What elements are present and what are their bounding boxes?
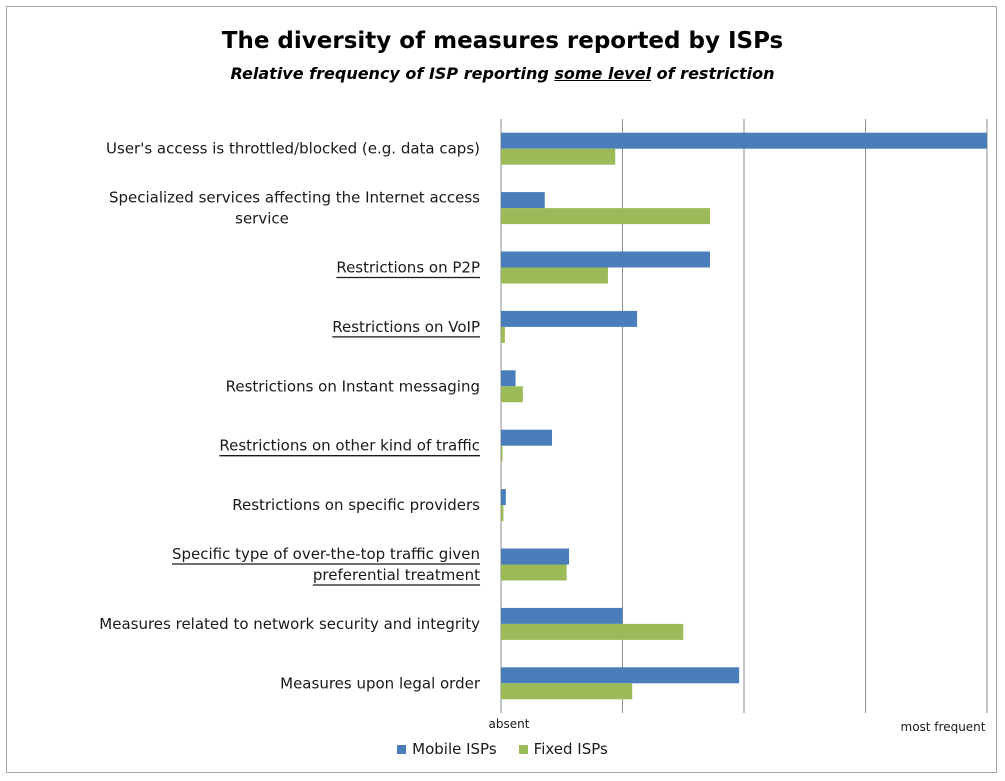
subtitle-part-2: of restriction bbox=[651, 64, 775, 83]
bar-mobile bbox=[501, 132, 987, 149]
bar-mobile bbox=[501, 548, 570, 565]
chart-title: The diversity of measures reported by IS… bbox=[221, 28, 784, 54]
subtitle-part-1: Relative frequency of ISP reporting bbox=[230, 64, 555, 83]
x-tick-label-max: most frequent bbox=[901, 720, 986, 734]
bar-mobile bbox=[501, 607, 623, 624]
chart-subtitle: Relative frequency of ISP reporting some… bbox=[0, 64, 1005, 83]
bar-mobile bbox=[501, 310, 638, 327]
category-label: preferential treatment bbox=[313, 566, 480, 584]
bar-fixed bbox=[501, 505, 504, 522]
category-labels: User's access is throttled/blocked (e.g.… bbox=[99, 140, 481, 693]
legend: Mobile ISPs Fixed ISPs bbox=[0, 740, 1005, 758]
bar-fixed bbox=[501, 623, 684, 640]
legend-item-mobile: Mobile ISPs bbox=[397, 740, 497, 758]
bars bbox=[501, 132, 987, 700]
bar-fixed bbox=[501, 386, 523, 403]
category-label: Restrictions on Instant messaging bbox=[226, 377, 480, 395]
bar-fixed bbox=[501, 564, 567, 581]
bar-mobile bbox=[501, 489, 506, 506]
category-label: User's access is throttled/blocked (e.g.… bbox=[106, 140, 480, 158]
category-label: Specialized services affecting the Inter… bbox=[109, 189, 480, 207]
bar-fixed bbox=[501, 683, 633, 700]
legend-label-fixed: Fixed ISPs bbox=[533, 740, 608, 758]
bar-fixed bbox=[501, 326, 505, 343]
bar-mobile bbox=[501, 192, 545, 209]
category-label: Measures related to network security and… bbox=[99, 615, 480, 633]
x-tick-label-min: absent bbox=[489, 717, 530, 731]
legend-label-mobile: Mobile ISPs bbox=[412, 740, 497, 758]
category-label: Restrictions on VoIP bbox=[332, 318, 480, 336]
category-label: Restrictions on other kind of traffic bbox=[219, 437, 480, 455]
bar-mobile bbox=[501, 429, 553, 446]
bar-mobile bbox=[501, 251, 710, 268]
bar-mobile bbox=[501, 370, 516, 387]
legend-item-fixed: Fixed ISPs bbox=[518, 740, 608, 758]
subtitle-underlined: some level bbox=[554, 64, 652, 83]
category-label: service bbox=[235, 210, 289, 228]
legend-swatch-mobile bbox=[397, 744, 407, 754]
bar-mobile bbox=[501, 667, 740, 684]
category-label: Measures upon legal order bbox=[280, 674, 481, 692]
category-label: Specific type of over-the-top traffic gi… bbox=[172, 545, 480, 563]
bar-fixed bbox=[501, 445, 503, 462]
legend-swatch-fixed bbox=[518, 744, 528, 754]
bar-fixed bbox=[501, 267, 608, 284]
bar-fixed bbox=[501, 148, 616, 165]
category-label: Restrictions on specific providers bbox=[232, 496, 480, 514]
bar-fixed bbox=[501, 208, 710, 225]
category-label: Restrictions on P2P bbox=[336, 259, 480, 277]
